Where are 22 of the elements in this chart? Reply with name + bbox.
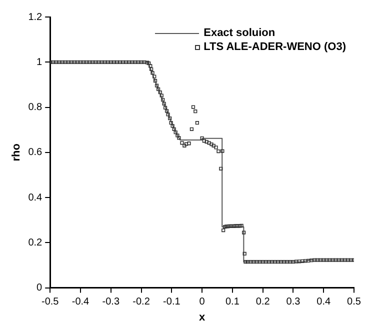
x-tick-label: 0.5 [347,296,362,308]
x-tick-label: 0.4 [316,296,331,308]
x-tick-label: -0.4 [72,296,90,308]
x-tick-label: -0.3 [102,296,120,308]
y-tick-label: 0.2 [28,237,43,248]
y-tick-label: 0.6 [28,147,43,158]
x-tick-label: 0.3 [286,296,301,308]
y-tick-label: 0.8 [28,102,43,114]
x-tick-label: -0.2 [132,296,150,308]
x-axis-title: x [198,311,206,324]
y-tick-label: 0 [36,282,43,294]
legend-label: Exact soluion [204,26,276,40]
x-tick-label: 0.2 [256,296,270,308]
x-tick-label: 0.1 [225,296,240,308]
y-tick-label: 0.4 [28,192,43,204]
x-tick-label: -0.5 [41,296,60,308]
y-axis-title: rho [10,143,23,162]
x-tick-label: -0.1 [163,296,181,308]
legend-label: LTS ALE-ADER-WENO (O3) [204,40,346,54]
x-tick-label: 0 [199,296,206,308]
y-tick-label: 1.2 [28,12,43,23]
y-tick-label: 1 [36,56,43,68]
